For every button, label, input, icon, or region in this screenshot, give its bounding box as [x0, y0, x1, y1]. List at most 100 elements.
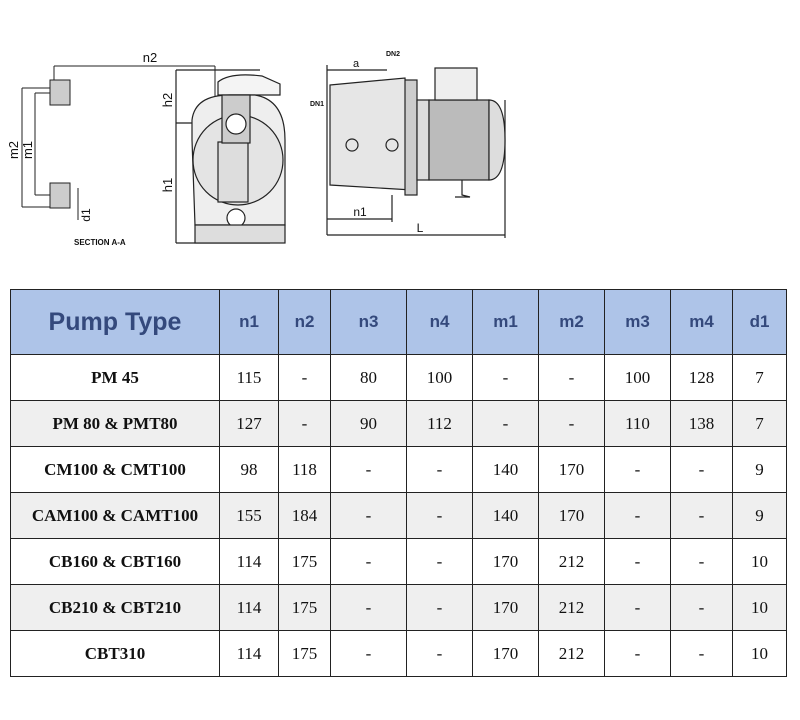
dimension-cell: - — [406, 630, 473, 677]
dimension-cell: - — [330, 492, 407, 539]
label-dn2: DN2 — [386, 51, 400, 58]
dimension-cell: 112 — [406, 400, 473, 447]
dimension-cell: 138 — [670, 400, 733, 447]
pump-type-cell: CB160 & CBT160 — [10, 538, 220, 585]
dimensions-table: Pump Type n1 n2 n3 n4 m1 m2 m3 m4 d1 PM 45 115-80 1… — [10, 289, 787, 677]
dimension-cell: 184 — [278, 492, 331, 539]
label-n1: n1 — [353, 205, 367, 219]
dimension-cell: 115 — [219, 354, 279, 401]
label-m2: m2 — [6, 141, 21, 159]
dimension-cell: 100 — [406, 354, 473, 401]
dimension-cell: - — [604, 584, 671, 631]
pump-side-view — [326, 65, 506, 238]
dimension-cell: 155 — [219, 492, 279, 539]
dimension-cell: - — [278, 354, 331, 401]
dimension-cell: - — [406, 492, 473, 539]
table-row: CM100 & CMT100 98 118- -140 170- -9 — [10, 446, 787, 493]
label-m1: m1 — [20, 141, 35, 159]
column-header: n1 — [219, 289, 279, 355]
pump-type-cell: CM100 & CMT100 — [10, 446, 220, 493]
dimension-cell: 90 — [330, 400, 407, 447]
dimension-cell: 127 — [219, 400, 279, 447]
section-caption: SECTION A-A — [74, 238, 126, 247]
table-row: PM 45 115-80 100- -100 128 7 — [10, 354, 787, 401]
table-row: CAM100 & CAMT100 155 184- -140 170- -9 — [10, 492, 787, 539]
dimension-cell: 9 — [732, 492, 787, 539]
dimension-cell: - — [330, 630, 407, 677]
column-header: m2 — [538, 289, 605, 355]
column-header: n3 — [330, 289, 407, 355]
label-n2: n2 — [143, 50, 157, 65]
column-header: m4 — [670, 289, 733, 355]
label-dn1: DN1 — [310, 101, 324, 108]
dimension-cell: - — [670, 538, 733, 585]
column-header: n2 — [278, 289, 331, 355]
dimension-cell: 170 — [538, 446, 605, 493]
dimension-cell: - — [330, 538, 407, 585]
dimension-cell: 175 — [278, 630, 331, 677]
dimension-cell: - — [604, 446, 671, 493]
column-header: m1 — [472, 289, 539, 355]
pump-type-cell: PM 45 — [10, 354, 220, 401]
table-row: CBT310 114 175- -170 212- -10 — [10, 630, 787, 677]
dimension-cell: - — [538, 400, 605, 447]
dimension-cell: 140 — [472, 446, 539, 493]
table-row: CB160 & CBT160 114 175- -170 212- -10 — [10, 538, 787, 585]
table-header-row: Pump Type n1 n2 n3 n4 m1 m2 m3 m4 d1 — [10, 289, 787, 355]
dimension-cell: 170 — [472, 630, 539, 677]
dimension-cell: - — [472, 354, 539, 401]
dimension-cell: 114 — [219, 584, 279, 631]
dimension-cell: 118 — [278, 446, 331, 493]
dimension-cell: 110 — [604, 400, 671, 447]
dimension-cell: - — [330, 584, 407, 631]
dimension-cell: - — [406, 584, 473, 631]
label-h1: h1 — [160, 178, 175, 192]
dimension-cell: 10 — [732, 584, 787, 631]
pump-type-cell: CB210 & CBT210 — [10, 584, 220, 631]
label-d1: d1 — [79, 208, 93, 222]
dimension-cell: - — [538, 354, 605, 401]
dimension-cell: 114 — [219, 538, 279, 585]
dimension-cell: - — [670, 446, 733, 493]
dimension-cell: - — [670, 584, 733, 631]
dimension-cell: 170 — [472, 538, 539, 585]
dimension-drawing: n2 m2 m1 d1 SECTION A-A h2 h1 a DN2 DN1 … — [6, 50, 506, 247]
column-header: Pump Type — [10, 289, 220, 355]
dimension-cell: 175 — [278, 584, 331, 631]
dimension-cell: - — [330, 446, 407, 493]
dimension-cell: - — [406, 538, 473, 585]
dimension-cell: 100 — [604, 354, 671, 401]
table-row: PM 80 & PMT80 127-90 112- -110 138 7 — [10, 400, 787, 447]
dimension-cell: - — [278, 400, 331, 447]
dimension-cell: - — [604, 492, 671, 539]
dimension-cell: - — [670, 630, 733, 677]
table-row: CB210 & CBT210 114 175- -170 212- -10 — [10, 584, 787, 631]
dimension-cell: - — [670, 492, 733, 539]
dimension-cell: 140 — [472, 492, 539, 539]
dimension-cell: 128 — [670, 354, 733, 401]
pump-front-view — [175, 69, 286, 244]
dimension-cell: 114 — [219, 630, 279, 677]
pump-type-cell: CAM100 & CAMT100 — [10, 492, 220, 539]
dimension-cell: 98 — [219, 446, 279, 493]
dimension-cell: - — [406, 446, 473, 493]
dimension-cell: 10 — [732, 630, 787, 677]
column-header: d1 — [732, 289, 787, 355]
dimension-cell: 7 — [732, 354, 787, 401]
dimension-cell: 10 — [732, 538, 787, 585]
dimension-cell: 212 — [538, 630, 605, 677]
dimension-cell: - — [604, 538, 671, 585]
dimension-cell: 170 — [538, 492, 605, 539]
dimension-cell: - — [604, 630, 671, 677]
dimension-cell: 212 — [538, 584, 605, 631]
dimension-cell: - — [472, 400, 539, 447]
pump-type-cell: PM 80 & PMT80 — [10, 400, 220, 447]
column-header: m3 — [604, 289, 671, 355]
label-a: a — [353, 58, 360, 70]
dimension-cell: 212 — [538, 538, 605, 585]
dimension-cell: 175 — [278, 538, 331, 585]
column-header: n4 — [406, 289, 473, 355]
dimension-cell: 7 — [732, 400, 787, 447]
label-h2: h2 — [160, 93, 175, 107]
pump-type-cell: CBT310 — [10, 630, 220, 677]
